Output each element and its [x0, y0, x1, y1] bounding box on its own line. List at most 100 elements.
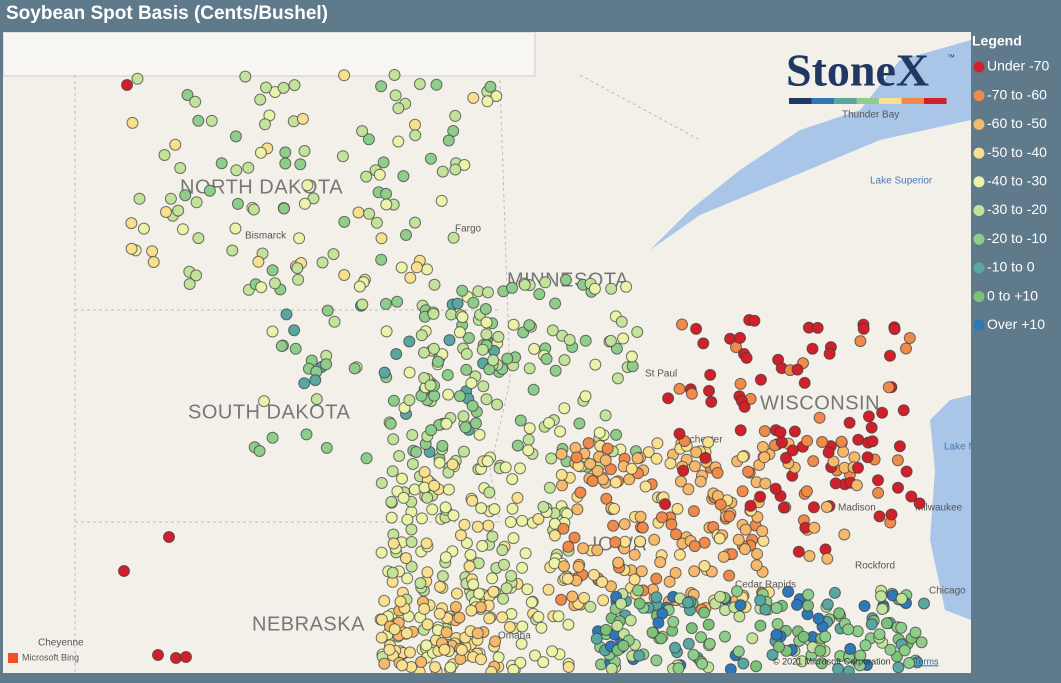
basis-dot — [296, 112, 309, 125]
basis-dot — [176, 223, 189, 236]
basis-dot — [807, 501, 820, 514]
basis-dot — [514, 656, 527, 669]
terms-link[interactable]: Terms — [914, 656, 939, 666]
basis-dot — [137, 222, 150, 235]
basis-dot — [769, 482, 782, 495]
state-label: NEBRASKA — [252, 613, 365, 635]
basis-dot — [390, 348, 403, 360]
basis-dot — [672, 662, 685, 673]
basis-dot — [685, 387, 698, 400]
basis-dot — [646, 626, 659, 639]
basis-dot — [405, 536, 418, 548]
basis-dot — [909, 626, 922, 639]
basis-dot — [833, 607, 846, 620]
basis-dot — [677, 464, 690, 477]
basis-dot — [380, 325, 393, 338]
basis-dot — [458, 518, 471, 531]
basis-dot — [409, 216, 421, 229]
city-label: Thunder Bay — [842, 110, 899, 121]
basis-dot — [806, 342, 819, 355]
basis-dot — [480, 316, 493, 329]
basis-dot — [425, 424, 438, 437]
basis-dot — [685, 622, 698, 635]
basis-dot — [838, 528, 851, 541]
basis-dot — [665, 518, 678, 531]
legend-title: Legend — [972, 33, 1022, 49]
logo-bar-segment — [856, 98, 879, 104]
legend-swatch — [973, 147, 985, 159]
basis-dot — [829, 477, 842, 490]
basis-dot — [688, 460, 701, 473]
basis-dot — [918, 597, 930, 610]
basis-dot — [133, 192, 146, 205]
basis-dot — [633, 649, 645, 662]
basis-dot — [589, 358, 602, 371]
basis-dot — [782, 585, 795, 598]
basis-dot — [477, 380, 490, 393]
city-label: Bismarck — [245, 231, 287, 242]
basis-dot — [537, 656, 550, 669]
basis-dot — [570, 451, 583, 464]
basis-dot — [771, 618, 784, 630]
basis-dot — [744, 499, 757, 512]
basis-dot — [742, 465, 755, 478]
basis-dot — [568, 531, 581, 544]
legend-swatch — [973, 118, 985, 130]
basis-dot — [724, 663, 737, 673]
basis-dot — [873, 510, 886, 523]
basis-dot — [378, 366, 391, 379]
basis-dot — [278, 202, 290, 215]
bing-label: Microsoft Bing — [22, 652, 79, 662]
basis-dot — [813, 411, 826, 424]
basis-dot — [387, 394, 400, 407]
basis-dot — [403, 394, 416, 407]
basis-dot — [900, 342, 912, 355]
city-label: Chicago — [929, 586, 966, 597]
basis-dot — [498, 558, 510, 571]
city-label: Cheyenne — [38, 638, 84, 649]
basis-dot — [460, 348, 473, 360]
basis-dot — [309, 374, 322, 387]
basis-dot — [439, 501, 452, 514]
basis-dot — [229, 130, 242, 143]
basis-dot — [862, 410, 875, 423]
basis-dot — [415, 512, 428, 525]
basis-dot — [491, 398, 504, 411]
basis-dot — [617, 639, 630, 652]
basis-dot — [418, 346, 430, 359]
basis-dot — [205, 114, 218, 127]
legend-label: -40 to -30 — [987, 173, 1047, 189]
basis-dot — [546, 324, 559, 337]
basis-dot — [611, 619, 624, 632]
basis-dot — [812, 612, 825, 625]
basis-dot — [748, 314, 761, 327]
legend-swatch — [973, 233, 985, 245]
basis-dot — [770, 602, 783, 614]
basis-dot — [375, 232, 388, 245]
basis-dot — [126, 116, 139, 129]
basis-dot — [667, 615, 680, 628]
basis-dot — [405, 523, 418, 536]
city-label: St Paul — [645, 369, 677, 380]
basis-dot — [884, 349, 896, 362]
basis-dot — [255, 281, 268, 294]
basis-dot — [865, 421, 878, 434]
basis-dot — [690, 322, 703, 335]
basis-dot — [815, 657, 828, 670]
basis-dot — [717, 550, 730, 563]
basis-dot — [441, 369, 454, 381]
basis-dot — [694, 475, 707, 488]
basis-dot — [802, 588, 815, 601]
basis-dot — [316, 256, 329, 269]
basis-dot — [615, 597, 627, 610]
basis-dot — [259, 118, 271, 131]
basis-dot — [466, 494, 479, 507]
basis-dot — [490, 90, 503, 103]
basis-dot — [410, 446, 423, 458]
legend-label: -10 to 0 — [987, 259, 1035, 275]
basis-dot — [584, 600, 597, 613]
basis-dot — [702, 436, 715, 449]
basis-dot — [562, 540, 575, 553]
basis-dot — [400, 552, 412, 565]
basis-dot — [591, 464, 604, 477]
